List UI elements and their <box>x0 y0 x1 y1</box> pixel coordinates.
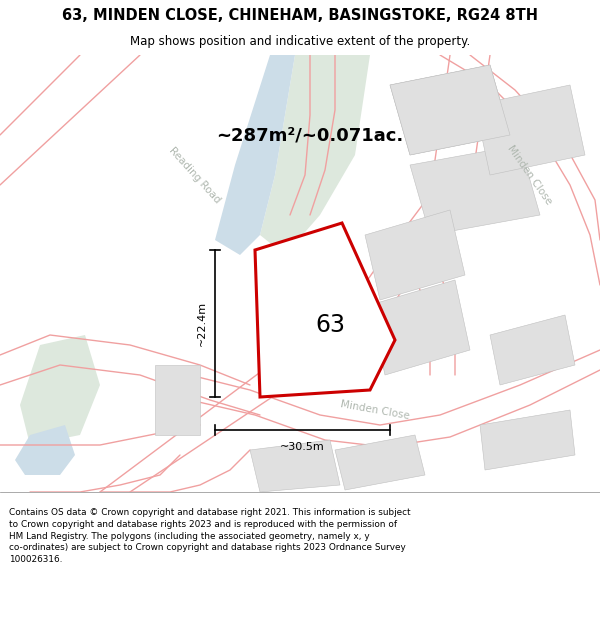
Polygon shape <box>260 55 370 255</box>
Text: Map shows position and indicative extent of the property.: Map shows position and indicative extent… <box>130 35 470 48</box>
Polygon shape <box>390 65 510 155</box>
Polygon shape <box>490 315 575 385</box>
Polygon shape <box>215 55 295 255</box>
Polygon shape <box>365 210 465 300</box>
Text: Contains OS data © Crown copyright and database right 2021. This information is : Contains OS data © Crown copyright and d… <box>9 508 410 564</box>
Polygon shape <box>410 145 540 235</box>
Polygon shape <box>480 410 575 470</box>
Polygon shape <box>15 425 75 475</box>
Polygon shape <box>255 223 395 397</box>
Text: ~30.5m: ~30.5m <box>280 442 325 452</box>
Polygon shape <box>20 335 100 445</box>
Polygon shape <box>370 280 470 375</box>
Text: ~287m²/~0.071ac.: ~287m²/~0.071ac. <box>217 126 404 144</box>
Text: Reading Road: Reading Road <box>167 145 223 205</box>
Text: 63, MINDEN CLOSE, CHINEHAM, BASINGSTOKE, RG24 8TH: 63, MINDEN CLOSE, CHINEHAM, BASINGSTOKE,… <box>62 8 538 23</box>
Text: Minden Close: Minden Close <box>340 399 410 421</box>
Text: ~22.4m: ~22.4m <box>197 301 207 346</box>
Polygon shape <box>155 365 200 435</box>
Polygon shape <box>475 85 585 175</box>
Polygon shape <box>390 65 510 155</box>
Polygon shape <box>250 440 340 492</box>
Text: Minden Close: Minden Close <box>506 144 554 206</box>
Text: 63: 63 <box>315 313 345 337</box>
Polygon shape <box>335 435 425 490</box>
